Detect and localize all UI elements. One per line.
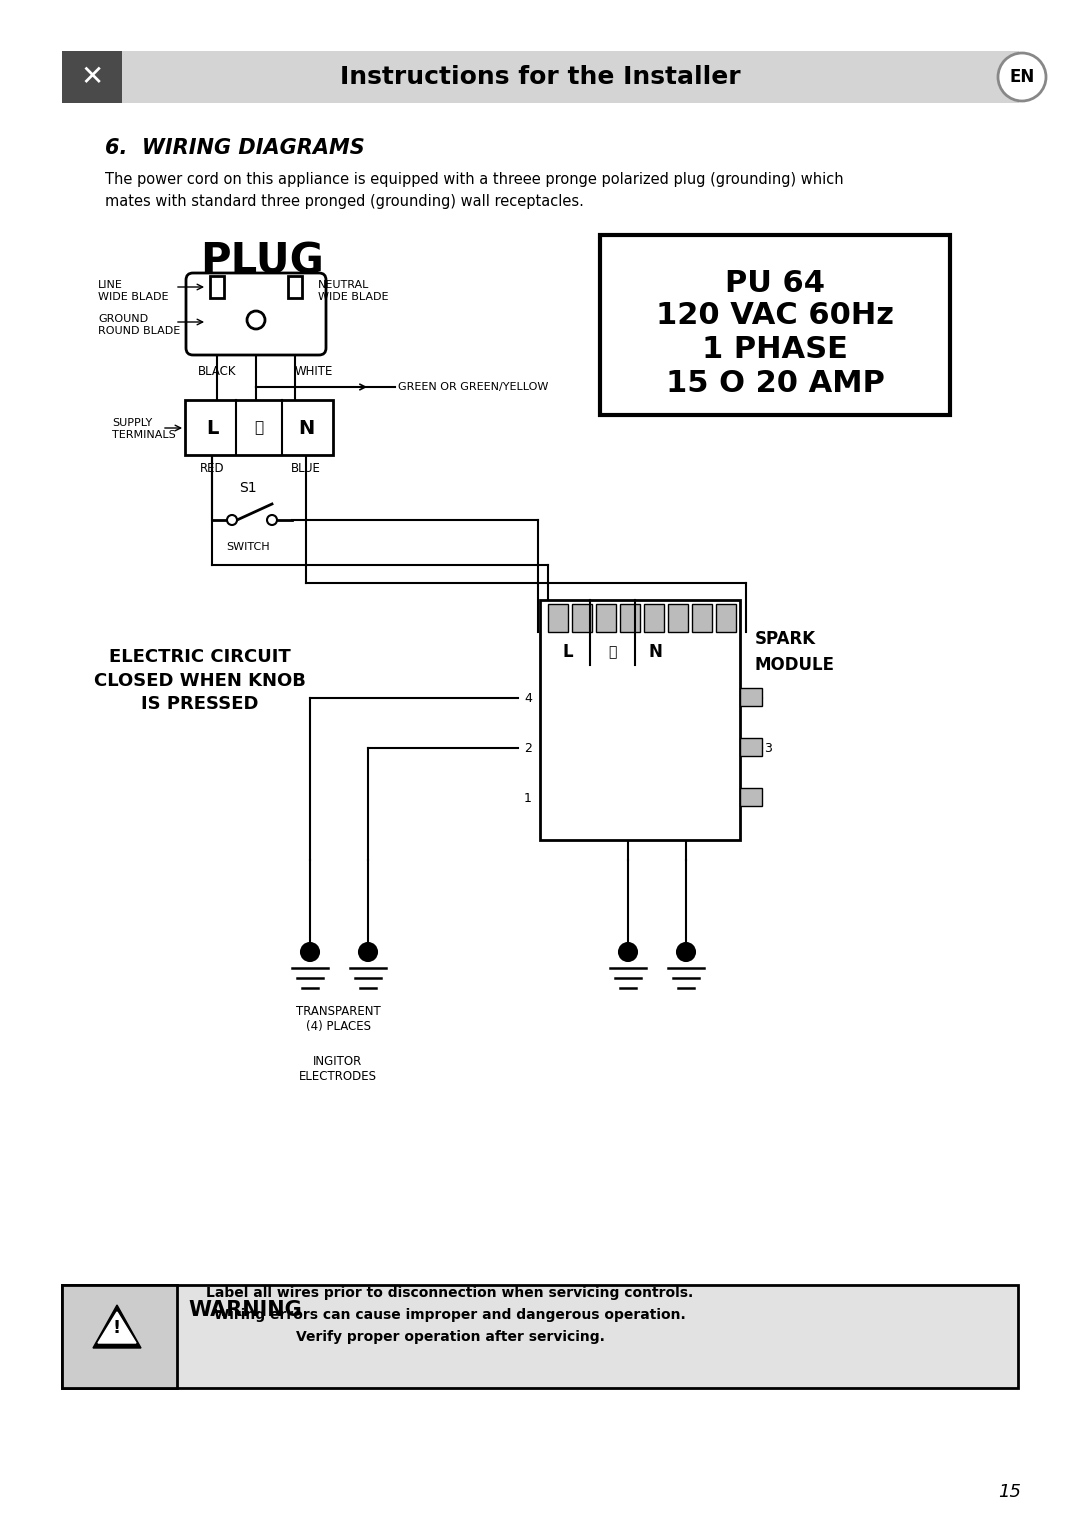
- Text: ✕: ✕: [80, 63, 104, 92]
- Text: 1 PHASE: 1 PHASE: [702, 336, 848, 365]
- Bar: [669, 605, 688, 632]
- Circle shape: [267, 515, 276, 525]
- Text: SWITCH: SWITCH: [226, 542, 270, 551]
- Circle shape: [359, 944, 377, 960]
- Text: WHITE: WHITE: [295, 365, 334, 379]
- Bar: [620, 605, 640, 632]
- Text: ⏚: ⏚: [255, 420, 264, 435]
- Bar: [288, 276, 302, 298]
- Bar: [600, 235, 950, 415]
- Text: RED: RED: [200, 463, 225, 475]
- Bar: [548, 605, 568, 632]
- Bar: [596, 605, 616, 632]
- Polygon shape: [98, 1312, 136, 1344]
- Bar: [740, 738, 762, 756]
- Circle shape: [301, 944, 319, 960]
- Text: The power cord on this appliance is equipped with a threee pronge polarized plug: The power cord on this appliance is equi…: [105, 173, 843, 186]
- Text: ⏚: ⏚: [608, 644, 617, 660]
- Circle shape: [247, 312, 265, 328]
- Polygon shape: [93, 1306, 141, 1348]
- Circle shape: [998, 53, 1047, 101]
- Text: EN: EN: [1010, 69, 1035, 86]
- Text: !: !: [113, 1319, 121, 1338]
- Text: L: L: [206, 418, 218, 438]
- Bar: [692, 605, 712, 632]
- Bar: [62, 1286, 1018, 1388]
- Text: GROUND
ROUND BLADE: GROUND ROUND BLADE: [98, 315, 180, 336]
- Text: S1: S1: [239, 481, 257, 495]
- Text: 15: 15: [999, 1483, 1022, 1501]
- Text: NEUTRAL
WIDE BLADE: NEUTRAL WIDE BLADE: [318, 279, 389, 302]
- Text: N: N: [298, 418, 314, 438]
- Bar: [740, 689, 762, 705]
- Text: 4: 4: [524, 692, 532, 704]
- Text: SUPPLY
TERMINALS: SUPPLY TERMINALS: [112, 418, 176, 440]
- Text: 15 O 20 AMP: 15 O 20 AMP: [665, 368, 885, 397]
- Bar: [62, 1286, 177, 1388]
- Text: LINE
WIDE BLADE: LINE WIDE BLADE: [98, 279, 168, 302]
- Text: Label all wires prior to disconnection when servicing controls.
Wiring errors ca: Label all wires prior to disconnection w…: [206, 1286, 693, 1344]
- Text: SPARK
MODULE: SPARK MODULE: [755, 631, 835, 673]
- Bar: [62, 50, 1020, 102]
- FancyBboxPatch shape: [186, 273, 326, 354]
- Text: WARNING: WARNING: [188, 1299, 301, 1319]
- Text: 120 VAC 60Hz: 120 VAC 60Hz: [656, 301, 894, 330]
- Text: BLUE: BLUE: [292, 463, 321, 475]
- Text: PLUG: PLUG: [200, 240, 324, 282]
- Circle shape: [677, 944, 696, 960]
- Circle shape: [619, 944, 637, 960]
- Text: 6.  WIRING DIAGRAMS: 6. WIRING DIAGRAMS: [105, 137, 365, 157]
- Text: TRANSPARENT
(4) PLACES: TRANSPARENT (4) PLACES: [296, 1005, 380, 1032]
- Bar: [572, 605, 592, 632]
- Circle shape: [227, 515, 237, 525]
- Text: ELECTRIC CIRCUIT
CLOSED WHEN KNOB
IS PRESSED: ELECTRIC CIRCUIT CLOSED WHEN KNOB IS PRE…: [94, 647, 306, 713]
- Text: mates with standard three pronged (grounding) wall receptacles.: mates with standard three pronged (groun…: [105, 194, 584, 209]
- Text: BLACK: BLACK: [198, 365, 237, 379]
- Bar: [62, 50, 122, 102]
- Bar: [644, 605, 664, 632]
- Text: GREEN OR GREEN/YELLOW: GREEN OR GREEN/YELLOW: [399, 382, 549, 392]
- Bar: [716, 605, 735, 632]
- Text: L: L: [563, 643, 573, 661]
- Text: 1: 1: [524, 791, 532, 805]
- Text: 3: 3: [764, 742, 772, 754]
- Text: PU 64: PU 64: [725, 269, 825, 298]
- Bar: [210, 276, 224, 298]
- Bar: [540, 600, 740, 840]
- Text: INGITOR
ELECTRODES: INGITOR ELECTRODES: [299, 1055, 377, 1083]
- Text: 2: 2: [524, 742, 532, 754]
- Text: Instructions for the Installer: Instructions for the Installer: [340, 66, 740, 89]
- Text: N: N: [648, 643, 662, 661]
- Bar: [740, 788, 762, 806]
- Bar: [185, 400, 333, 455]
